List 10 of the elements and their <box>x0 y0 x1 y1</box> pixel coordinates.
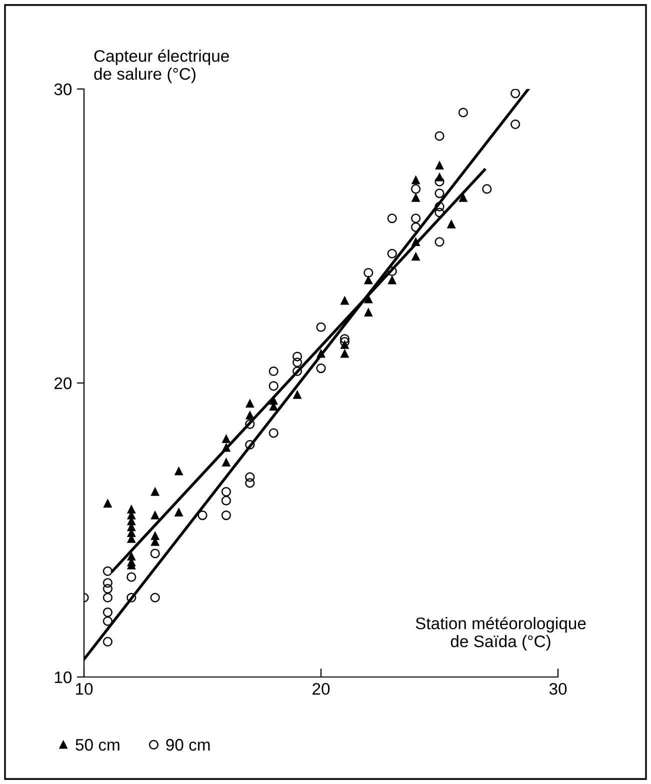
y-tick-label: 20 <box>54 377 72 390</box>
x-tick-label: 30 <box>549 682 567 695</box>
x-tick-label: 10 <box>76 682 93 695</box>
y-tick-label: 10 <box>54 671 72 684</box>
legend-label: 50 cm <box>76 738 120 751</box>
x-axis-title: Station météorologique de Saïda (°C) <box>416 616 586 651</box>
y-axis-title: Capteur électrique de salure (°C) <box>94 49 229 84</box>
legend-label: 90 cm <box>166 738 210 751</box>
y-tick-label: 30 <box>54 83 72 96</box>
x-tick-label: 20 <box>312 682 330 695</box>
